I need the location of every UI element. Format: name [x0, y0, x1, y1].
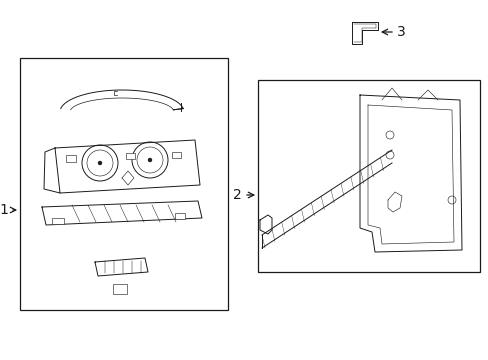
Circle shape: [148, 158, 152, 162]
Bar: [52, 218, 64, 224]
Bar: [258, 80, 479, 272]
Bar: [20, 58, 227, 310]
Bar: [126, 153, 135, 159]
Bar: [175, 213, 184, 219]
Bar: [113, 284, 127, 294]
Bar: [172, 152, 181, 158]
Bar: [66, 155, 76, 162]
Text: 2: 2: [233, 188, 242, 202]
Text: 3: 3: [396, 25, 405, 39]
Circle shape: [98, 161, 102, 165]
Text: 1: 1: [0, 203, 8, 217]
